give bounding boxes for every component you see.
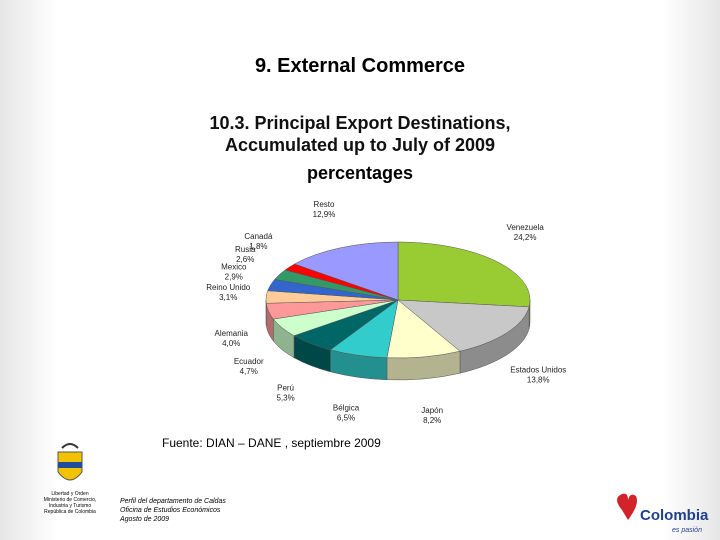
slice-label: Reino Unido bbox=[206, 283, 251, 292]
ministry-line: Ministerio de Comercio, bbox=[43, 497, 97, 503]
slice-label: Canadá bbox=[244, 232, 273, 241]
value-label: 1,8% bbox=[249, 242, 267, 251]
slice bbox=[293, 241, 399, 301]
value-label: 5,3% bbox=[276, 394, 294, 403]
value-label: 6,5% bbox=[337, 413, 355, 422]
value-label: 4,7% bbox=[240, 367, 258, 376]
ministry-line: Libertad y Orden bbox=[51, 491, 89, 497]
value-label: 13,8% bbox=[527, 375, 550, 384]
chart-subtitle: percentages bbox=[306, 163, 414, 183]
footer-note: Perfil del departamento de Caldas Oficin… bbox=[120, 497, 226, 524]
slice-label: Alemania bbox=[215, 329, 249, 338]
slice-label: Ecuador bbox=[234, 357, 264, 366]
value-label: 4,0% bbox=[222, 339, 240, 348]
ministry-line: Industria y Turismo bbox=[48, 503, 92, 509]
slide-title: 9. External Commerce bbox=[254, 55, 466, 77]
slice-label: Bélgica bbox=[333, 403, 360, 412]
slice-label: Rusia bbox=[235, 245, 256, 254]
value-label: 3,1% bbox=[219, 293, 237, 302]
footer-line: Perfil del departamento de Caldas bbox=[120, 498, 226, 505]
slice-label: Mexico bbox=[221, 263, 247, 272]
source: Fuente: DIAN – DANE , septiembre 2009 bbox=[162, 436, 381, 450]
slice-label: Perú bbox=[277, 384, 294, 393]
slice-label: Resto bbox=[314, 200, 335, 209]
brand-logo bbox=[617, 493, 637, 520]
tagline: es pasión bbox=[672, 527, 702, 534]
slice bbox=[397, 241, 531, 308]
slice-label: Estados Unidos bbox=[510, 365, 566, 374]
slice-label: Venezuela bbox=[506, 223, 544, 232]
slice-label: Japón bbox=[421, 406, 443, 415]
ministry-line: República de Colombia bbox=[44, 509, 96, 515]
ministry: Libertad y Orden Ministerio de Comercio,… bbox=[30, 491, 110, 515]
chart-title: 10.3. Principal Export Destinations, Acc… bbox=[209, 113, 511, 155]
value-label: 24,2% bbox=[514, 233, 537, 242]
value-label: 8,2% bbox=[423, 416, 441, 425]
slice bbox=[397, 299, 530, 352]
value-label: 2,9% bbox=[225, 273, 243, 282]
value-label: 2,6% bbox=[236, 255, 254, 264]
brand: Colombia bbox=[640, 507, 709, 524]
footer-line: Oficina de Estudios Económicos bbox=[120, 507, 221, 514]
footer-line: Agosto de 2009 bbox=[120, 516, 170, 523]
value-label: 12,9% bbox=[313, 210, 336, 219]
crest bbox=[57, 443, 83, 481]
